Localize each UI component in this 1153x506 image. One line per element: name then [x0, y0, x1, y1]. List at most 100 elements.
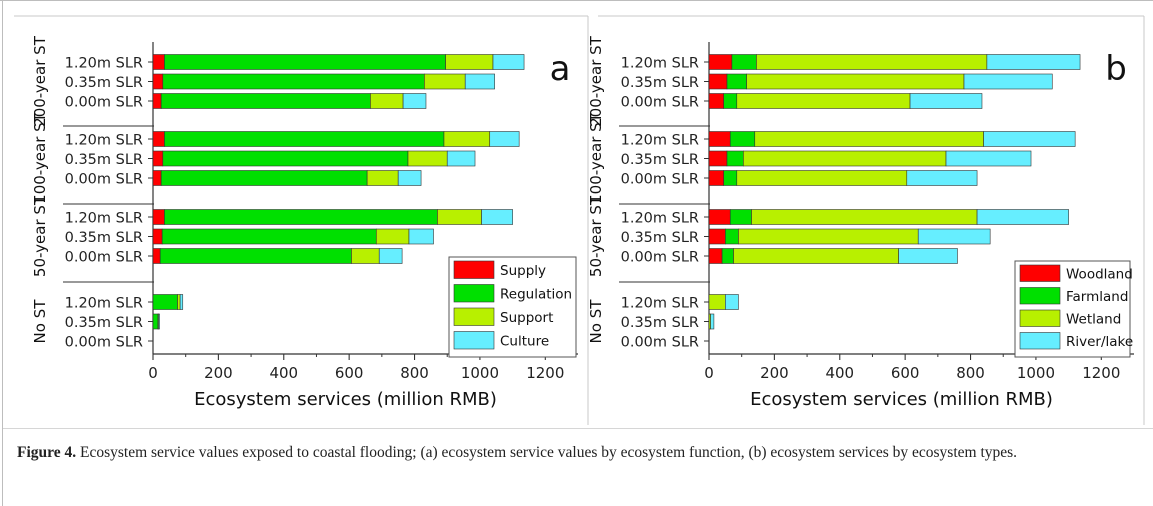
bar-segment — [708, 228, 726, 245]
bar-segment — [152, 248, 161, 264]
bar-segment — [161, 228, 377, 245]
bar-segment — [152, 93, 162, 109]
x-tick-label: 400 — [825, 364, 854, 382]
category-label: 0.35m SLR — [621, 230, 699, 246]
legend-swatch — [453, 331, 495, 350]
bar-segment — [708, 248, 723, 264]
bar-segment — [708, 294, 726, 310]
legend-label: Wetland — [1066, 311, 1121, 327]
bar-segment — [986, 54, 1081, 70]
bar-segment — [152, 54, 165, 70]
x-axis-title: Ecosystem services (million RMB) — [194, 389, 497, 410]
bar-segment — [464, 73, 495, 90]
bar-segment — [397, 170, 422, 186]
bar-segment — [446, 150, 476, 167]
bar-segment — [164, 54, 446, 70]
x-tick-label: 1000 — [1017, 364, 1055, 382]
bar-segment — [152, 73, 164, 90]
category-label: 0.35m SLR — [621, 152, 699, 168]
bar-segment — [726, 150, 744, 167]
category-label: 0.35m SLR — [65, 315, 143, 331]
figure-frame-left — [2, 0, 3, 506]
category-label: 0.00m SLR — [65, 250, 143, 266]
bar-segment — [164, 131, 445, 147]
bar-segment — [738, 228, 919, 245]
group-label: 200-year ST — [31, 35, 49, 127]
x-tick-label: 600 — [335, 364, 364, 382]
bar-segment — [945, 150, 1032, 167]
bar-segment — [710, 313, 715, 330]
category-label: 0.00m SLR — [65, 95, 143, 111]
x-tick-label: 1200 — [1082, 364, 1120, 382]
group-label: 50-year ST — [31, 195, 49, 277]
bar-segment — [489, 131, 520, 147]
bar-segment — [375, 228, 410, 245]
bar-segment — [424, 73, 466, 90]
x-tick-label: 1200 — [526, 364, 564, 382]
bar-segment — [746, 73, 965, 90]
bar-segment — [152, 228, 163, 245]
bar-segment — [983, 131, 1076, 147]
bar-segment — [725, 294, 739, 310]
bar-segment — [443, 131, 491, 147]
bar-segment — [736, 170, 908, 186]
bar-segment — [743, 150, 947, 167]
bar-segment — [445, 54, 494, 70]
bar-segment — [152, 294, 178, 310]
x-axis-title: Ecosystem services (million RMB) — [750, 389, 1053, 410]
bar-segment — [437, 209, 482, 225]
bar-segment — [708, 131, 731, 147]
legend-label: Regulation — [500, 286, 572, 302]
figure-charts: 0 200 400 600 800 1000 1200 Ecosystem services … — [14, 15, 1145, 425]
bar-segment — [162, 150, 409, 167]
group-label: 200-year ST — [587, 35, 605, 127]
x-tick-label: 600 — [891, 364, 920, 382]
panel-label: b — [1105, 49, 1127, 89]
bar-segment — [152, 170, 162, 186]
category-label: 0.35m SLR — [621, 75, 699, 91]
bar-segment — [756, 54, 988, 70]
bar-segment — [378, 248, 403, 264]
bar-segment — [158, 313, 160, 330]
caption-label: Figure 4. — [17, 444, 77, 461]
bar-segment — [152, 150, 164, 167]
bar-segment — [729, 131, 756, 147]
bar-segment — [708, 54, 733, 70]
x-tick-label: 800 — [956, 364, 985, 382]
panel-label: a — [550, 49, 571, 89]
group-label: 100-year ST — [587, 112, 605, 204]
panel-a-chart: 0 200 400 600 800 1000 1200 Ecosystem services … — [14, 15, 589, 425]
x-tick-label: 0 — [148, 364, 158, 382]
bar-segment — [366, 170, 399, 186]
legend-label: Supply — [500, 263, 546, 279]
x-tick-label: 1000 — [461, 364, 499, 382]
group-label: No ST — [587, 299, 605, 344]
category-label: 1.20m SLR — [65, 296, 143, 312]
category-label: 0.35m SLR — [621, 315, 699, 331]
bar-segment — [177, 294, 181, 310]
bar-segment — [160, 93, 371, 109]
bar-segment — [492, 54, 525, 70]
bar-segment — [370, 93, 404, 109]
x-tick-label: 400 — [269, 364, 298, 382]
bar-segment — [725, 228, 739, 245]
bar-segment — [481, 209, 513, 225]
bar-segment — [976, 209, 1069, 225]
legend-label: Culture — [500, 333, 549, 349]
bar-segment — [160, 170, 368, 186]
category-label: 0.00m SLR — [621, 172, 699, 188]
bar-segment — [723, 93, 738, 109]
category-label: 1.20m SLR — [65, 133, 143, 149]
bar-segment — [736, 93, 911, 109]
legend-swatch — [453, 284, 495, 303]
bar-segment — [152, 131, 165, 147]
legend-swatch — [453, 307, 495, 326]
bar-segment — [159, 248, 352, 264]
bar-segment — [407, 150, 448, 167]
legend-swatch — [1019, 287, 1061, 305]
bar-segment — [751, 209, 978, 225]
bar-segment — [731, 54, 757, 70]
legend-label: River/lake — [1066, 334, 1133, 350]
bar-segment — [909, 93, 983, 109]
bar-segment — [152, 209, 165, 225]
